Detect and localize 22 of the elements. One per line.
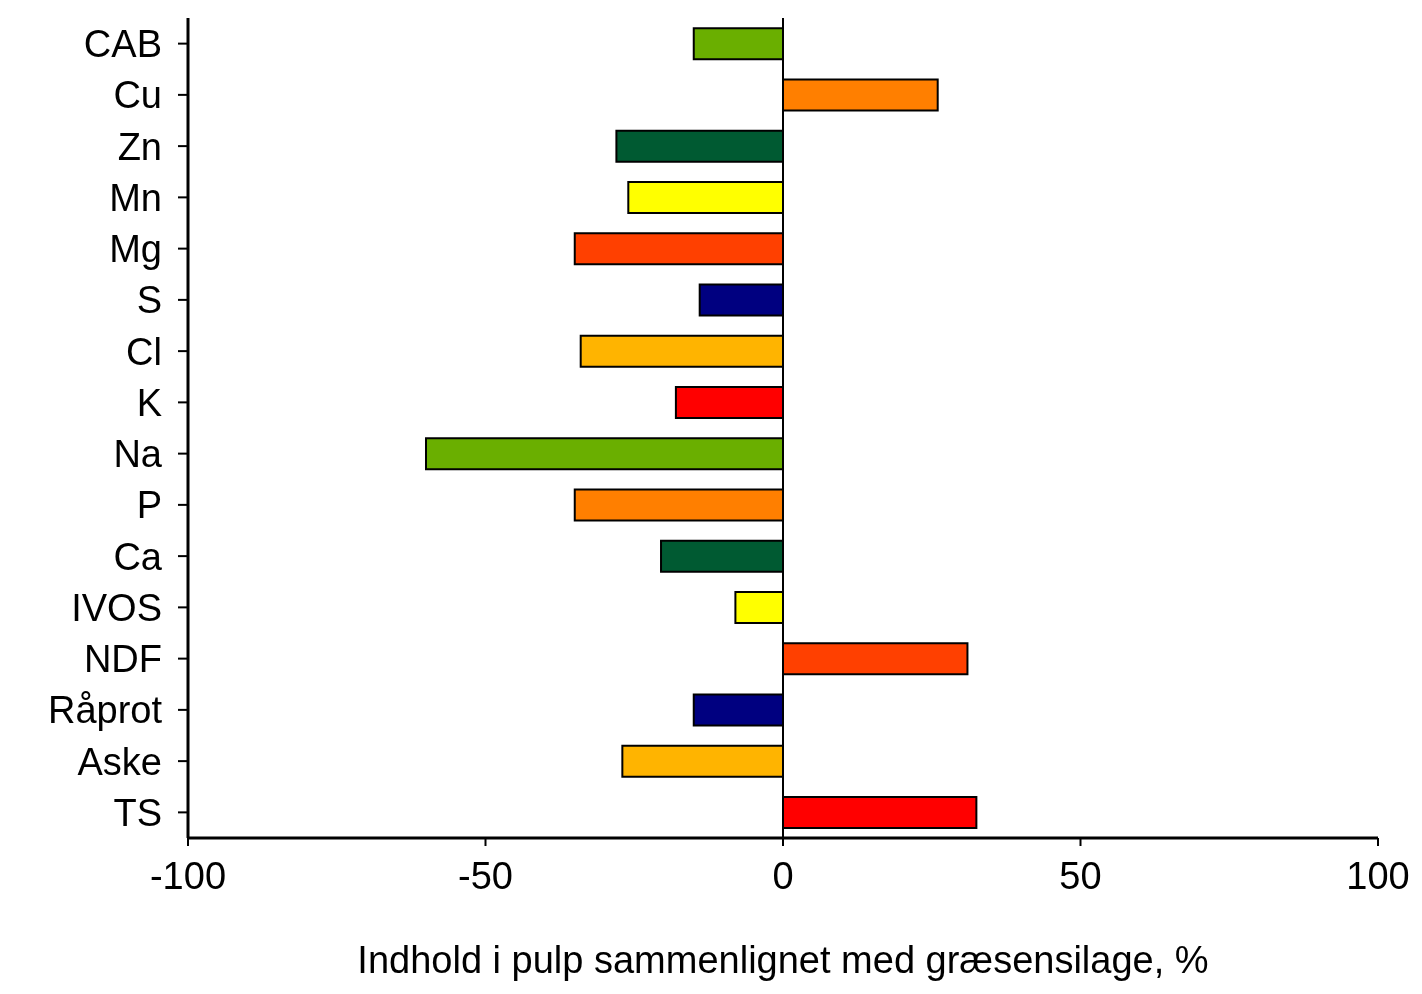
y-tick-label: IVOS bbox=[71, 586, 162, 629]
y-tick-label: K bbox=[136, 381, 162, 424]
y-tick-label: Aske bbox=[77, 740, 162, 783]
y-tick-label: Mg bbox=[109, 228, 162, 271]
x-tick-label: 100 bbox=[1346, 854, 1410, 897]
x-tick-label: -100 bbox=[149, 854, 227, 897]
y-tick-label: Cu bbox=[113, 74, 162, 117]
y-tick-label: P bbox=[136, 484, 162, 527]
y-tick-label: Cl bbox=[126, 330, 162, 373]
y-tick-label: Mn bbox=[109, 176, 162, 219]
x-tick-label: 0 bbox=[772, 854, 794, 897]
y-tick-label: Råprot bbox=[47, 689, 163, 732]
x-axis-title: Indhold i pulp sammenlignet med græsensilage, % bbox=[357, 939, 1209, 981]
x-tick-label: 50 bbox=[1059, 854, 1102, 897]
x-tick-label: -50 bbox=[458, 854, 513, 897]
y-tick-label: TS bbox=[113, 791, 162, 834]
y-tick-label: Zn bbox=[117, 125, 162, 168]
y-tick-label: S bbox=[136, 279, 162, 322]
y-tick-label: CAB bbox=[83, 23, 162, 66]
y-tick-label: Ca bbox=[113, 535, 163, 578]
y-tick-label: Na bbox=[113, 433, 163, 476]
y-tick-label: NDF bbox=[83, 638, 162, 681]
